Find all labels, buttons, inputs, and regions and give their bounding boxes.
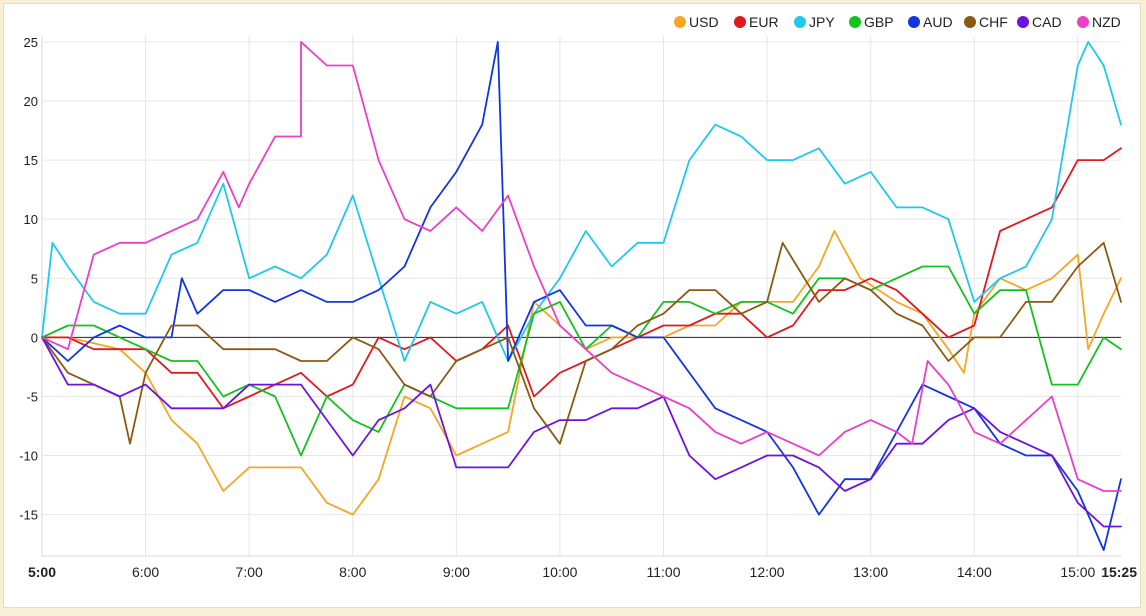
grid-lines <box>41 36 1121 557</box>
legend-marker-chf <box>964 16 976 28</box>
series-line-nzd <box>41 41 1122 492</box>
legend-marker-eur <box>734 16 746 28</box>
line-chart: -15 -10 -5 0 5 10 15 20 25 5:00 6:00 7:00 8:00 9:00 1… <box>19 14 1137 580</box>
series-line-chf <box>41 241 1122 445</box>
y-tick-label: 10 <box>24 212 38 227</box>
x-tick-label: 14:00 <box>957 564 992 580</box>
legend-label-jpy: JPY <box>809 14 835 30</box>
x-tick-label: 6:00 <box>132 564 159 580</box>
x-tick-label: 5:00 <box>28 564 56 580</box>
x-tick-label: 12:00 <box>750 564 785 580</box>
legend-label-nzd: NZD <box>1092 14 1121 30</box>
y-tick-label: -15 <box>19 508 38 523</box>
x-tick-label: 11:00 <box>647 564 681 580</box>
series-line-cad <box>41 336 1122 528</box>
x-axis: 5:00 6:00 7:00 8:00 9:00 10:00 11:00 12:00 13:00… <box>28 564 1137 580</box>
chart-frame: -15 -10 -5 0 5 10 15 20 25 5:00 6:00 7:00 8:00 9:00 1… <box>3 3 1141 608</box>
legend-label-cad: CAD <box>1032 14 1062 30</box>
legend-label-eur: EUR <box>749 14 779 30</box>
x-tick-label: 10:00 <box>542 564 577 580</box>
x-tick-label: 15:00 <box>1060 564 1095 580</box>
legend: USD EUR JPY GBP AUD CHF CAD NZD <box>674 14 1121 30</box>
y-tick-label: -10 <box>19 449 38 464</box>
y-axis: -15 -10 -5 0 5 10 15 20 25 <box>19 35 38 523</box>
y-tick-label: 20 <box>24 94 38 109</box>
x-tick-label: 9:00 <box>443 564 470 580</box>
y-tick-label: 0 <box>31 330 38 345</box>
legend-label-chf: CHF <box>979 14 1008 30</box>
series-line-usd <box>41 230 1122 516</box>
legend-marker-cad <box>1017 16 1029 28</box>
legend-marker-usd <box>674 16 686 28</box>
legend-marker-nzd <box>1077 16 1089 28</box>
series-lines <box>41 41 1122 551</box>
legend-label-gbp: GBP <box>864 14 894 30</box>
series-line-aud <box>41 41 1122 551</box>
y-tick-label: 15 <box>24 153 38 168</box>
series-line-jpy <box>41 41 1122 362</box>
legend-label-usd: USD <box>689 14 719 30</box>
x-tick-label: 13:00 <box>853 564 888 580</box>
x-tick-label: 15:25 <box>1101 564 1137 580</box>
legend-marker-gbp <box>849 16 861 28</box>
legend-marker-aud <box>908 16 920 28</box>
legend-label-aud: AUD <box>923 14 953 30</box>
x-tick-label: 8:00 <box>339 564 366 580</box>
x-tick-label: 7:00 <box>236 564 263 580</box>
y-tick-label: 25 <box>24 35 38 50</box>
series-line-gbp <box>41 265 1122 457</box>
y-tick-label: 5 <box>31 271 38 286</box>
y-tick-label: -5 <box>26 389 38 404</box>
legend-marker-jpy <box>794 16 806 28</box>
